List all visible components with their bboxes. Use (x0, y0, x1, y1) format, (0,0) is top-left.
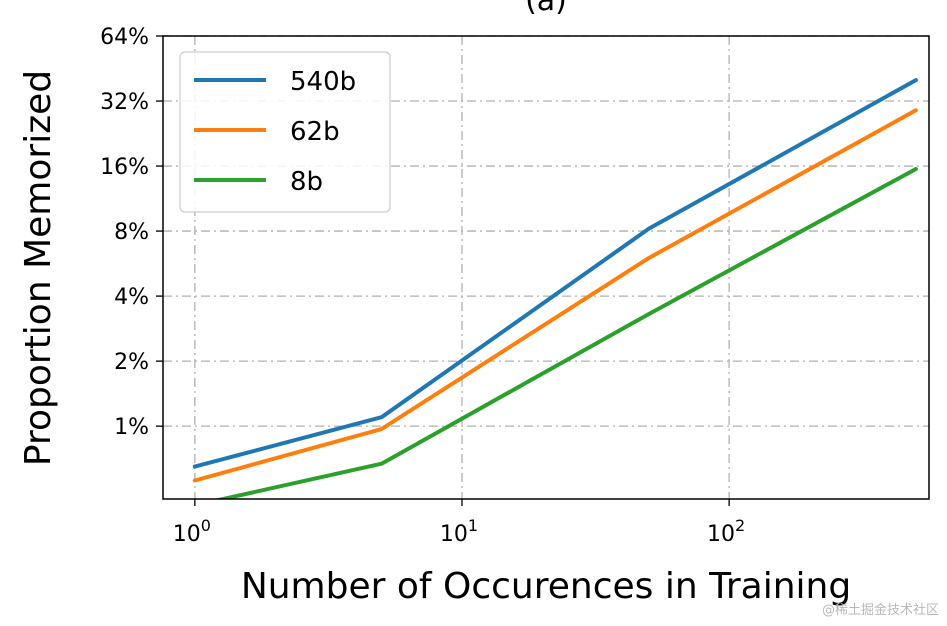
y-tick-label: 32% (100, 90, 149, 115)
series-line-8b (213, 167, 918, 499)
x-tick-exponent: 2 (735, 516, 745, 535)
chart-title: (a) (525, 0, 567, 18)
x-tick-label: 101 (440, 516, 478, 547)
x-axis-ticks: 100 101 102 (173, 499, 745, 547)
y-tick-label: 4% (114, 285, 149, 310)
y-tick-label: 1% (114, 415, 149, 440)
y-tick-label: 64% (100, 25, 149, 50)
x-axis-label: Number of Occurences in Training (241, 566, 851, 607)
series-line-62b (192, 108, 918, 483)
x-tick-label: 100 (173, 516, 211, 547)
x-tick-exponent: 1 (468, 516, 478, 535)
y-tick-label: 2% (114, 350, 149, 375)
x-tick-base: 10 (707, 522, 735, 547)
y-tick-label: 16% (100, 155, 149, 180)
legend-label-8b: 8b (290, 167, 323, 197)
y-axis-ticks: 1% 2% 4% 8% 16% 32% 64% (100, 25, 163, 440)
series-line-540b (192, 78, 918, 469)
y-tick-label: 8% (114, 220, 149, 245)
y-axis-label: Proportion Memorized (18, 70, 59, 466)
watermark-text: @稀土掘金技术社区 (822, 602, 939, 618)
legend-frame (179, 51, 391, 213)
plot-frame (162, 35, 930, 500)
legend-label-62b: 62b (290, 117, 340, 147)
x-tick-label: 102 (707, 516, 745, 547)
legend: 540b 62b 8b (179, 51, 391, 213)
series-lines (192, 78, 918, 499)
legend-label-540b: 540b (290, 67, 356, 97)
x-tick-base: 10 (173, 522, 201, 547)
x-tick-base: 10 (440, 522, 468, 547)
x-tick-exponent: 0 (201, 516, 211, 535)
